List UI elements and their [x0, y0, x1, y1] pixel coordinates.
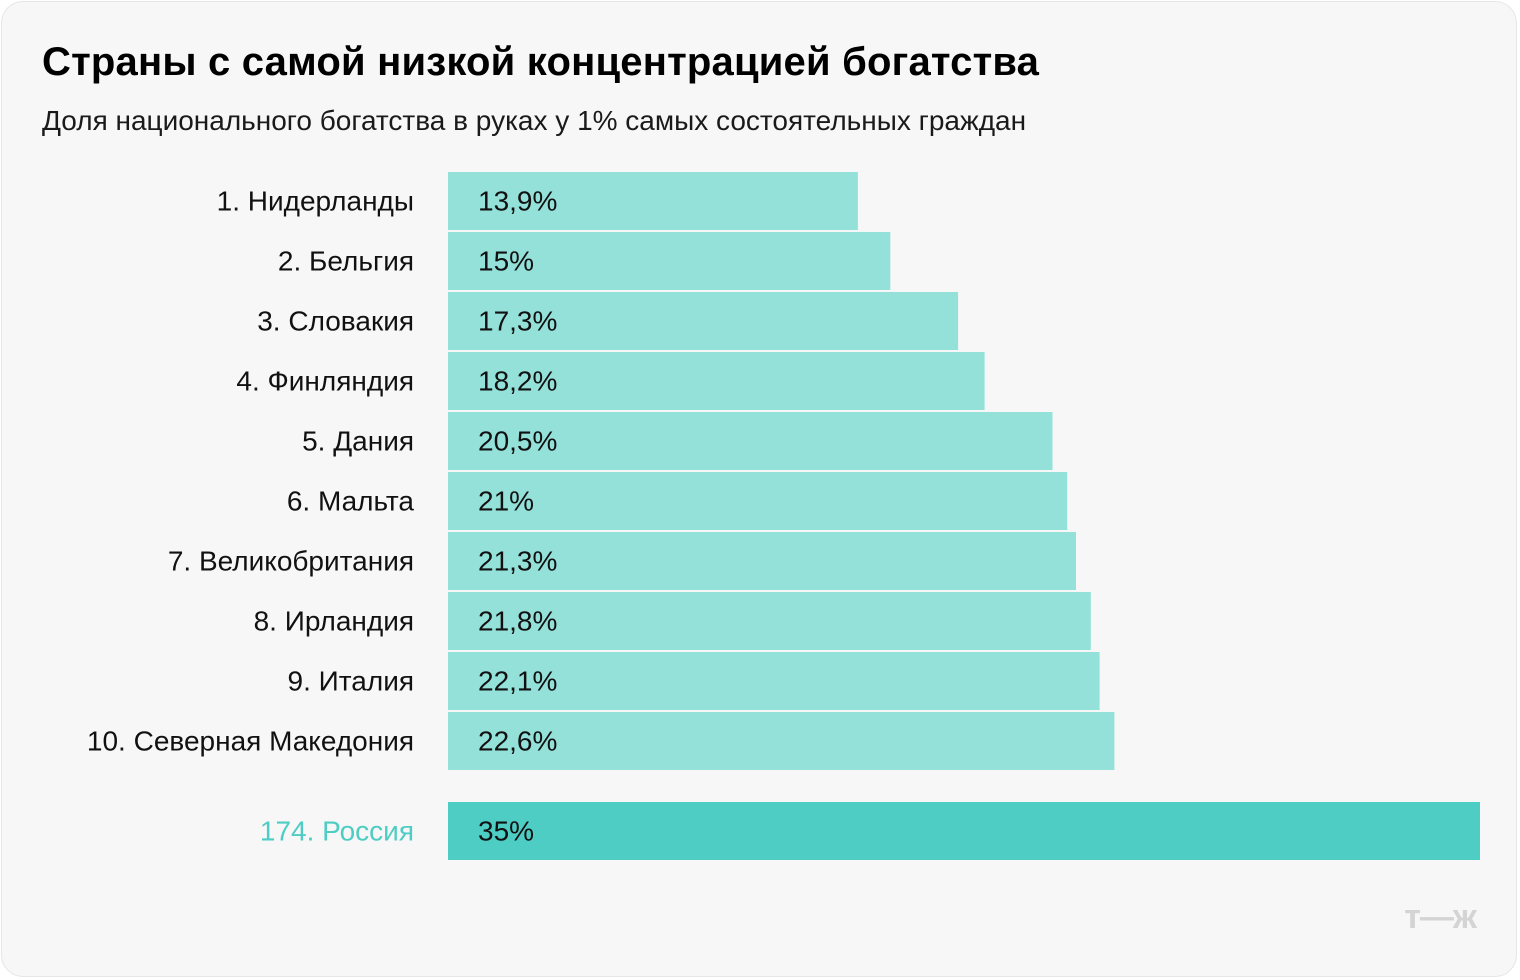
value-label-row-5: 20,5% [478, 426, 557, 457]
bar-row-8 [448, 592, 1091, 650]
bar-row-4 [448, 352, 985, 410]
category-label-row-8: 8. Ирландия [254, 606, 414, 637]
brand-logo: т—ж [1404, 898, 1477, 936]
bar-row-3 [448, 292, 959, 350]
category-label-row-5: 5. Дания [302, 426, 414, 457]
category-label-row-3: 3. Словакия [257, 306, 414, 337]
value-label-row-10: 22,6% [478, 726, 557, 757]
chart-title: Страны с самой низкой концентрацией бога… [42, 40, 1040, 84]
value-label-row-11: 35% [478, 816, 534, 847]
value-label-row-4: 18,2% [478, 366, 557, 397]
category-label-row-6: 6. Мальта [287, 486, 415, 517]
value-label-row-2: 15% [478, 246, 534, 277]
category-label-row-4: 4. Финляндия [236, 366, 414, 397]
category-label-row-9: 9. Италия [288, 666, 414, 697]
value-label-row-9: 22,1% [478, 666, 557, 697]
bar-row-11 [448, 802, 1480, 860]
value-label-row-1: 13,9% [478, 186, 557, 217]
value-label-row-6: 21% [478, 486, 534, 517]
category-label-row-7: 7. Великобритания [168, 546, 414, 577]
category-label-row-2: 2. Бельгия [278, 246, 414, 277]
bar-row-9 [448, 652, 1100, 710]
category-label-row-1: 1. Нидерланды [217, 186, 414, 217]
bar-row-10 [448, 712, 1115, 770]
bar-row-7 [448, 532, 1076, 590]
category-label-row-10: 10. Северная Македония [87, 726, 414, 757]
bar-row-5 [448, 412, 1053, 470]
category-label-row-11: 174. Россия [260, 816, 414, 847]
value-label-row-3: 17,3% [478, 306, 557, 337]
bar-row-1 [448, 172, 858, 230]
chart-subtitle: Доля национального богатства в руках у 1… [42, 105, 1027, 136]
bar-row-2 [448, 232, 891, 290]
bar-row-6 [448, 472, 1068, 530]
value-label-row-7: 21,3% [478, 546, 557, 577]
value-label-row-8: 21,8% [478, 606, 557, 637]
